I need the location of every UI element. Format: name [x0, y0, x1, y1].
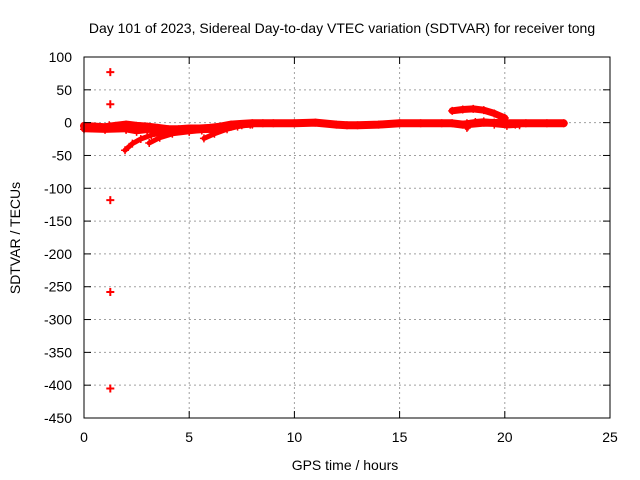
data-point: [199, 134, 208, 143]
outlier-point: [106, 196, 115, 205]
data-point: [471, 117, 480, 126]
x-axis-label: GPS time / hours: [292, 457, 399, 473]
axes: 100500-50-100-150-200-250-300-350-400-45…: [44, 49, 618, 445]
data-point: [128, 139, 137, 148]
data-point: [479, 106, 488, 115]
data-point: [155, 133, 164, 142]
data-point: [332, 120, 341, 129]
y-tick-label: -250: [44, 279, 72, 295]
data-point: [147, 131, 156, 140]
data-point: [458, 105, 467, 114]
y-tick-label: -100: [44, 180, 72, 196]
data-point: [353, 121, 362, 130]
data-point: [515, 121, 524, 130]
data-point: [105, 121, 114, 130]
x-tick-label: 0: [80, 429, 88, 445]
data-point: [290, 119, 299, 128]
data-point: [502, 121, 511, 130]
outlier-point: [106, 287, 115, 296]
data-point: [490, 109, 499, 118]
data-point: [448, 119, 457, 128]
data-point: [101, 125, 110, 134]
y-tick-label: 50: [56, 82, 72, 98]
data-point: [559, 119, 568, 128]
data-point: [122, 125, 131, 134]
data-point: [521, 119, 530, 128]
y-tick-label: -150: [44, 213, 72, 229]
y-tick-label: -450: [44, 410, 72, 426]
data-point: [233, 122, 242, 131]
x-tick-label: 20: [497, 429, 513, 445]
data-point: [143, 126, 152, 135]
data-point: [121, 146, 130, 155]
plot-frame: [83, 56, 611, 419]
data-point: [223, 125, 232, 134]
outlier-point: [106, 384, 115, 393]
y-tick-label: -50: [52, 147, 72, 163]
x-tick-label: 10: [287, 429, 303, 445]
data-point: [132, 127, 141, 136]
outlier-point: [106, 100, 115, 109]
data-point: [463, 122, 472, 131]
y-tick-label: 0: [64, 115, 72, 131]
y-tick-label: 100: [49, 49, 73, 65]
data-point: [469, 104, 478, 113]
y-tick-label: -200: [44, 246, 72, 262]
data-point: [479, 117, 488, 126]
data-point: [145, 138, 154, 147]
data-point: [374, 120, 383, 129]
data-point: [149, 124, 158, 133]
data-point: [490, 120, 499, 129]
data-point: [269, 119, 278, 128]
outlier-point: [106, 68, 115, 77]
data-point: [448, 106, 457, 115]
data-point: [437, 119, 446, 128]
chart-title: Day 101 of 2023, Sidereal Day-to-day VTE…: [89, 20, 595, 36]
data-point: [258, 119, 267, 128]
y-tick-label: -400: [44, 377, 72, 393]
data-point: [197, 126, 206, 135]
y-tick-label: -350: [44, 344, 72, 360]
y-axis-label: SDTVAR / TECUs: [7, 182, 23, 294]
x-tick-label: 25: [602, 429, 618, 445]
data-point: [343, 121, 351, 130]
y-tick-label: -300: [44, 312, 72, 328]
data-point: [111, 123, 120, 132]
data-point: [311, 118, 320, 127]
data-point: [395, 119, 404, 128]
data-point: [542, 119, 551, 128]
data-point: [185, 127, 194, 136]
data-point: [210, 129, 219, 138]
x-tick-label: 15: [392, 429, 408, 445]
data-point: [416, 119, 425, 128]
data-layer: [80, 68, 568, 393]
x-tick-label: 5: [185, 429, 193, 445]
data-point: [168, 129, 177, 138]
data-point: [136, 135, 145, 144]
data-point: [246, 120, 255, 129]
data-point: [465, 121, 474, 130]
